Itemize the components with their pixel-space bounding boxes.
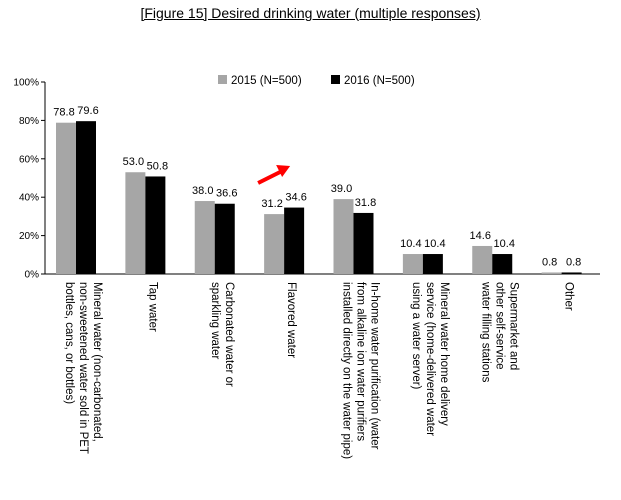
x-category-label-line: Tap water [146,282,158,332]
bar-2016 [76,121,96,274]
data-label: 39.0 [331,183,352,195]
y-tick-label: 80% [19,116,39,127]
data-label: 0.8 [542,256,557,268]
bar-2015 [125,172,146,274]
data-label: 36.6 [216,188,237,200]
x-category-label-line: using a water server) [410,282,422,390]
x-category-label: Mineral water (non-carbonated,non-sweete… [63,282,103,454]
y-tick-label: 60% [19,154,39,165]
y-tick-label: 40% [19,193,39,204]
x-category-label-line: sparkling water [209,282,221,360]
x-category-label-line: Carbonated water or [223,282,235,387]
legend-swatch-2015 [218,75,227,84]
x-category-label-line: from alkaline ion water purifiers [355,282,367,441]
y-tick-label: 20% [19,231,39,242]
data-label: 10.4 [424,238,445,250]
x-category-label: Other [563,282,575,311]
x-category-label: In-home water purification (waterfrom al… [341,282,381,459]
bar-2015 [56,122,76,274]
x-category-label-line: bottles, cans, or bottles) [63,282,75,404]
bar-2015 [472,245,493,274]
data-label: 79.6 [77,105,98,117]
legend-label: 2016 (N=500) [344,75,415,87]
x-category-label-line: water filling stations [479,281,491,383]
data-label: 78.8 [53,107,74,119]
bar-2016 [422,254,443,274]
bar-2016 [492,254,513,274]
x-category-label-line: Other [563,282,575,311]
annotation-arrow-head [276,165,291,177]
x-category-label-line: Mineral water home delivery [438,282,450,426]
data-label: 31.8 [355,197,376,209]
x-category-label: Mineral water home deliveryservice (home… [410,282,450,436]
data-label: 10.4 [494,238,515,250]
bar-2015 [264,214,285,274]
x-category-label-line: Supermarket and [507,282,519,370]
x-category-label-line: other self-service [493,282,505,370]
y-tick-label: 100% [13,78,39,89]
data-label: 50.8 [147,160,168,172]
data-label: 34.6 [285,192,306,204]
bar-2016 [214,203,235,274]
x-category-label: Tap water [146,282,158,332]
bar-2015 [541,272,562,274]
y-tick-label: 0% [25,270,40,281]
bar-2015 [402,254,423,274]
data-label: 14.6 [470,230,491,242]
x-category-label-line: non-sweetened water sold in PET [77,282,89,454]
bar-2016 [145,176,166,274]
x-category-label: Carbonated water orsparkling water [209,282,235,387]
bar-2016 [353,212,374,274]
data-label: 38.0 [192,185,213,197]
x-category-label-line: service (home-delivered water [424,282,436,436]
x-category-label-line: Mineral water (non-carbonated, [91,282,103,442]
legend-label: 2015 (N=500) [231,75,302,87]
data-label: 0.8 [566,256,581,268]
bar-2015 [333,199,354,274]
legend-swatch-2016 [331,75,340,84]
x-category-label: Flavored water [285,282,297,358]
bar-2015 [194,201,215,274]
data-label: 53.0 [123,156,144,168]
x-category-label: Supermarket andother self-servicewater f… [479,281,519,383]
chart-title: [Figure 15] Desired drinking water (mult… [140,5,481,21]
data-label: 10.4 [400,238,421,250]
x-category-label-line: In-home water purification (water [369,282,381,450]
annotation-arrow-shaft [257,170,282,185]
data-label: 31.2 [261,198,282,210]
bar-2016 [561,272,582,274]
bar-2016 [284,207,305,274]
x-category-label-line: Flavored water [285,282,297,358]
x-category-label-line: installed directly on the water pipe) [341,282,353,459]
